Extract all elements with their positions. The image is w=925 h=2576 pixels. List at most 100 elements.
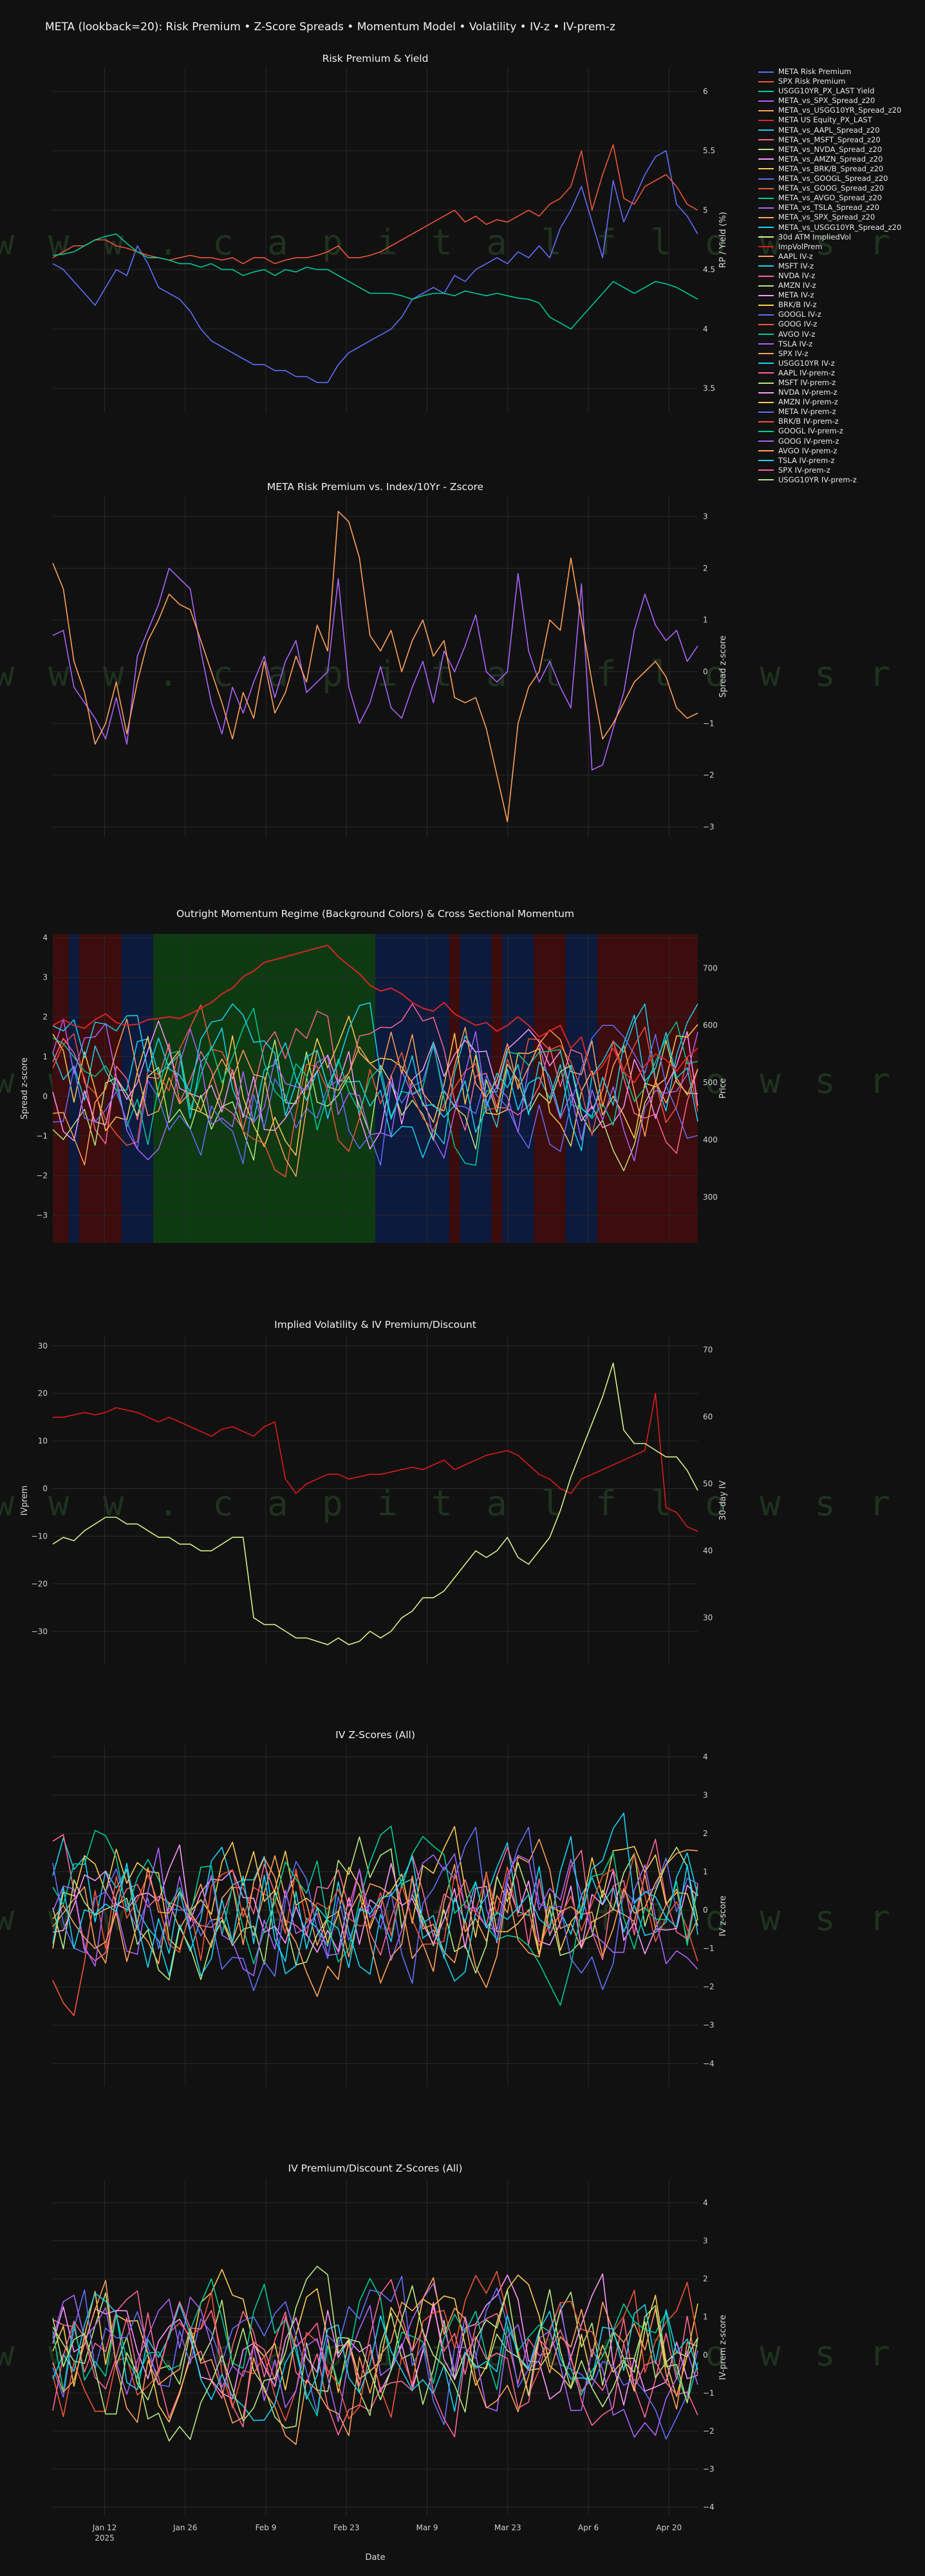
legend-label: META_vs_USGG10YR_Spread_z20	[778, 106, 902, 115]
series-line-googl-iv-z	[52, 1826, 698, 1991]
legend-label: AAPL IV-z	[778, 251, 813, 261]
regime-band-bull	[153, 934, 375, 1243]
series-line-usgg10yr-px-last-yield	[52, 233, 698, 330]
series-line-meta-vs-usgg10yr-spread-z20	[52, 511, 698, 822]
legend-label: AAPL IV-prem-z	[778, 368, 836, 377]
legend-item[interactable]: NVDA IV-prem-z	[758, 388, 922, 397]
legend-label: META_vs_GOOGL_Spread_z20	[778, 174, 888, 184]
chart-panel-2: −3 −2 −1 0 1 2 3 Spread z-score	[52, 496, 728, 837]
series-line-meta-vs-spx-spread-z20	[52, 1018, 698, 1177]
legend-label: USGG10YR_PX_LAST Yield	[778, 86, 875, 96]
legend-swatch	[758, 197, 774, 199]
legend-label: META_vs_BRK/B_Spread_z20	[778, 164, 884, 173]
legend-swatch	[758, 80, 774, 82]
legend-item[interactable]: USGG10YR IV-prem-z	[758, 475, 922, 485]
y-tick-label: 3	[703, 2237, 708, 2246]
legend-item[interactable]: META_vs_BRK/B_Spread_z20	[758, 164, 922, 174]
y2-tick-label: 700	[703, 963, 718, 972]
x-tick-label: Apr 6	[578, 2523, 599, 2532]
legend-label: META_vs_AAPL_Spread_z20	[778, 125, 880, 135]
legend-item[interactable]: META_vs_GOOGL_Spread_z20	[758, 174, 922, 184]
y-tick-label: −4	[703, 2503, 715, 2512]
legend-item[interactable]: MSFT IV-prem-z	[758, 378, 922, 388]
legend-item[interactable]: USGG10YR IV-z	[758, 359, 922, 368]
legend-item[interactable]: AVGO IV-prem-z	[758, 446, 922, 456]
legend-item[interactable]: AAPL IV-z	[758, 252, 922, 261]
legend-label: AMZN IV-z	[778, 281, 816, 290]
regime-band-neutral	[68, 934, 80, 1243]
y2-tick-label: 30	[703, 1613, 713, 1622]
legend-item[interactable]: META_vs_SPX_Spread_z20	[758, 96, 922, 106]
regime-band-neutral	[460, 934, 492, 1243]
legend-item[interactable]: ImpVolPrem	[758, 242, 922, 252]
legend-item[interactable]: META_vs_AMZN_Spread_z20	[758, 155, 922, 164]
legend-item[interactable]: META US Equity_PX_LAST	[758, 115, 922, 125]
legend-item[interactable]: AMZN IV-z	[758, 281, 922, 290]
y-axis-title-right: IV z-score	[718, 1895, 728, 1936]
legend-item[interactable]: META_vs_TSLA_Spread_z20	[758, 203, 922, 213]
legend-swatch	[758, 265, 774, 267]
legend-item[interactable]: META_vs_SPX_Spread_z20	[758, 213, 922, 222]
legend-item[interactable]: AVGO IV-z	[758, 330, 922, 339]
legend-item[interactable]: GOOG IV-prem-z	[758, 437, 922, 446]
series-line-usgg10yr-iv-prem-z	[52, 2266, 698, 2442]
legend-item[interactable]: META IV-prem-z	[758, 407, 922, 417]
y-tick-label: 2	[703, 2275, 708, 2284]
legend-item[interactable]: META_vs_AVGO_Spread_z20	[758, 193, 922, 203]
y-tick-label: 0	[703, 1906, 708, 1915]
legend-item[interactable]: META IV-z	[758, 290, 922, 300]
legend-label: META IV-z	[778, 290, 814, 300]
series-line-meta-vs-brk-b-spread-z20	[52, 1016, 698, 1156]
legend-label: META_vs_SPX_Spread_z20	[778, 96, 875, 106]
y-tick-label: 1	[703, 1868, 708, 1877]
legend-item[interactable]: AMZN IV-prem-z	[758, 397, 922, 407]
y-tick-label: 5.5	[703, 146, 715, 155]
chart-title-5: IV Z-Scores (All)	[335, 1729, 415, 1741]
chart-panel-6: −4 −3 −2 −1 0 1 2 3 4 IV-prem z-score	[52, 2180, 728, 2515]
y-tick-label: 4	[703, 1752, 708, 1761]
y-tick-label: 2	[703, 1829, 708, 1838]
y-axis-title-right: 30-day IV	[718, 1481, 728, 1520]
legend-item[interactable]: AAPL IV-prem-z	[758, 368, 922, 378]
y-tick-label: 0	[703, 2351, 708, 2360]
legend: META Risk Premium SPX Risk Premium USGG10Y…	[758, 67, 922, 485]
legend-item[interactable]: TSLA IV-prem-z	[758, 456, 922, 466]
legend-item[interactable]: META Risk Premium	[758, 67, 922, 77]
legend-swatch	[758, 90, 774, 92]
legend-item[interactable]: GOOG IV-z	[758, 319, 922, 329]
y-tick-label: 3	[703, 512, 708, 521]
y-tick-label: −1	[703, 719, 715, 728]
x-tick-sublabel: 2025	[95, 2533, 115, 2543]
legend-swatch	[758, 207, 774, 209]
legend-item[interactable]: NVDA IV-z	[758, 271, 922, 281]
legend-label: META_vs_USGG10YR_Spread_z20	[778, 222, 902, 232]
legend-item[interactable]: USGG10YR_PX_LAST Yield	[758, 86, 922, 96]
legend-item[interactable]: MSFT IV-z	[758, 261, 922, 271]
legend-item[interactable]: SPX IV-z	[758, 349, 922, 359]
y2-tick-label: 70	[703, 1345, 713, 1354]
legend-item[interactable]: BRK/B IV-prem-z	[758, 417, 922, 426]
series-line-impvolprem	[53, 1392, 698, 1532]
series-line-brk-b-iv-prem-z	[52, 2271, 698, 2421]
legend-item[interactable]: SPX Risk Premium	[758, 77, 922, 86]
legend-item[interactable]: META_vs_MSFT_Spread_z20	[758, 135, 922, 145]
x-tick-label: Mar 9	[416, 2523, 438, 2532]
legend-item[interactable]: 30d ATM ImpliedVol	[758, 232, 922, 242]
watermark-text: w w w . c a p i t a l f l o w s r e s e …	[0, 654, 925, 694]
legend-swatch	[758, 187, 774, 189]
legend-item[interactable]: META_vs_GOOG_Spread_z20	[758, 184, 922, 193]
legend-item[interactable]: SPX IV-prem-z	[758, 466, 922, 475]
legend-item[interactable]: META_vs_USGG10YR_Spread_z20	[758, 223, 922, 232]
regime-band-neutral	[375, 934, 449, 1243]
legend-item[interactable]: META_vs_USGG10YR_Spread_z20	[758, 106, 922, 115]
legend-item[interactable]: GOOGL IV-prem-z	[758, 426, 922, 436]
series-line-meta-vs-googl-spread-z20	[52, 1025, 698, 1166]
legend-item[interactable]: BRK/B IV-z	[758, 300, 922, 310]
legend-item[interactable]: TSLA IV-z	[758, 339, 922, 349]
x-tick-label: Mar 23	[494, 2523, 521, 2532]
legend-swatch	[758, 256, 774, 258]
legend-item[interactable]: META_vs_NVDA_Spread_z20	[758, 145, 922, 155]
y-tick-label: 1	[42, 1052, 48, 1061]
legend-item[interactable]: GOOGL IV-z	[758, 310, 922, 319]
legend-item[interactable]: META_vs_AAPL_Spread_z20	[758, 126, 922, 135]
